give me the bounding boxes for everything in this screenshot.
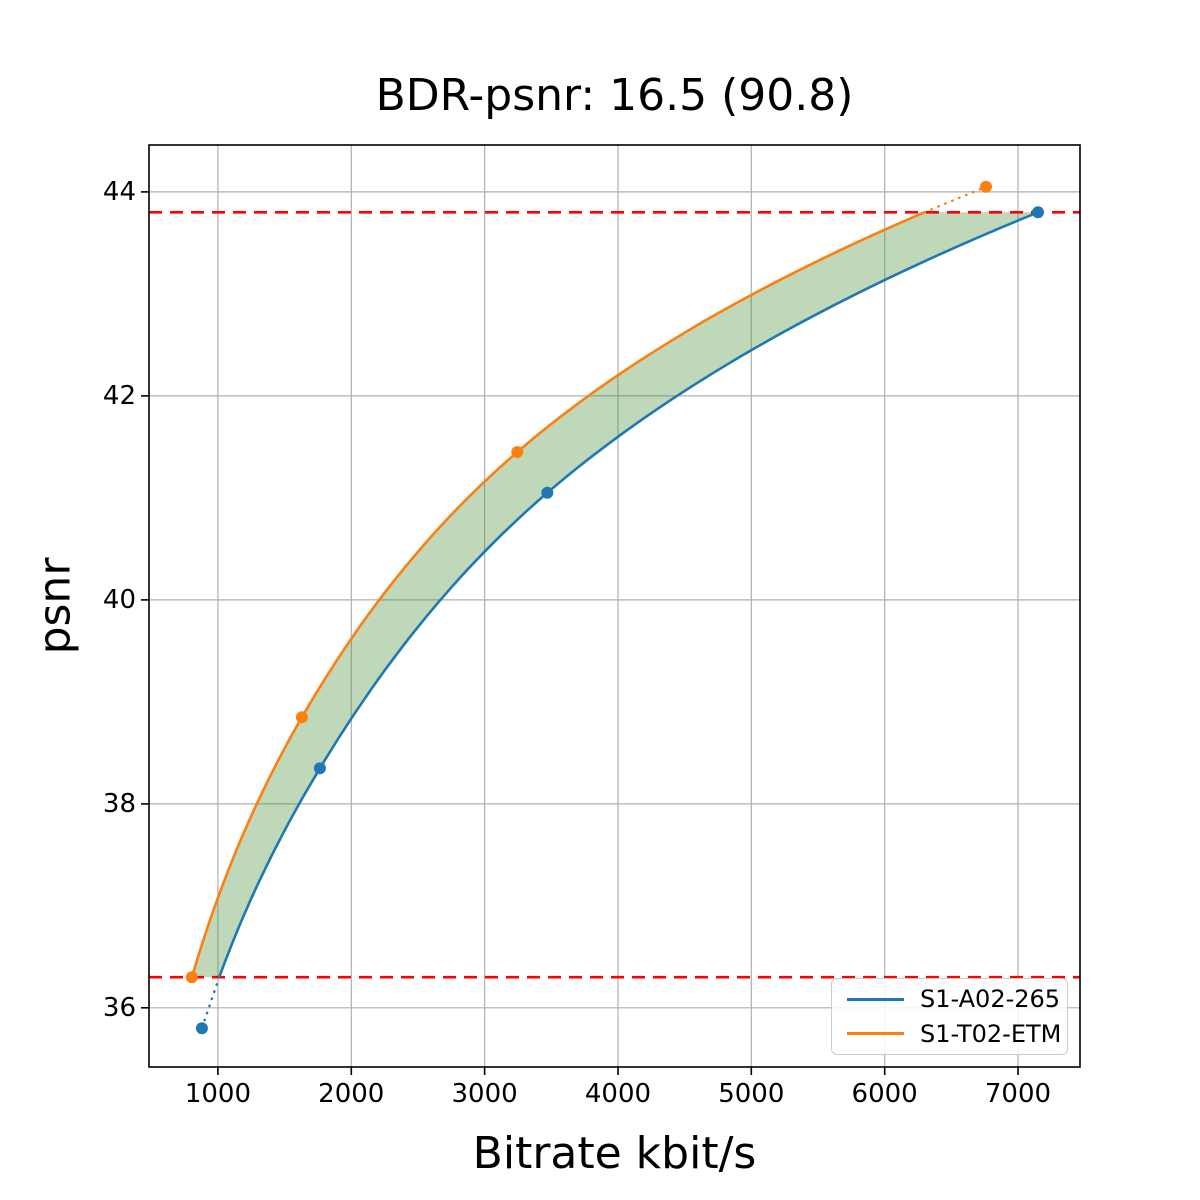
axes-spines bbox=[148, 144, 1081, 1068]
chart-title: BDR-psnr: 16.5 (90.8) bbox=[375, 70, 854, 121]
x-tick-label: 4000 bbox=[584, 1079, 652, 1109]
y-tick-label: 36 bbox=[102, 992, 136, 1023]
x-tick-label: 1000 bbox=[184, 1079, 252, 1109]
x-tick-label: 6000 bbox=[851, 1079, 918, 1109]
data-point-marker-S1-T02-ETM bbox=[185, 971, 198, 984]
legend-item: S1-A02-265 bbox=[847, 985, 1067, 1013]
dotted-extension-line bbox=[923, 185, 988, 214]
x-axis-label: Bitrate kbit/s bbox=[472, 1128, 757, 1179]
y-tick-label: 42 bbox=[102, 380, 136, 411]
dotted-extension-line bbox=[200, 976, 221, 1030]
data-point-marker-S1-A02-265 bbox=[195, 1022, 208, 1035]
bd-rate-fill-region bbox=[191, 212, 1038, 978]
curve-S1-A02-265 bbox=[217, 211, 1039, 978]
x-tick-label: 3000 bbox=[451, 1079, 518, 1109]
x-tick-label: 5000 bbox=[718, 1079, 785, 1109]
data-point-marker-S1-A02-265 bbox=[541, 486, 554, 499]
legend-label-series-2: S1-T02-ETM bbox=[920, 1019, 1062, 1048]
x-tick-label: 7000 bbox=[984, 1079, 1052, 1109]
data-point-marker-S1-T02-ETM bbox=[980, 180, 992, 193]
data-point-marker-S1-A02-265 bbox=[313, 762, 326, 775]
x-tick-label: 2000 bbox=[318, 1079, 385, 1109]
legend-line-sample-series-2 bbox=[847, 1032, 904, 1036]
legend-line-sample-series-1 bbox=[847, 997, 904, 1001]
y-tick-label: 40 bbox=[102, 584, 136, 615]
data-point-marker-S1-T02-ETM bbox=[511, 446, 524, 458]
y-tick-label: 44 bbox=[102, 176, 136, 207]
legend: S1-A02-265 S1-T02-ETM bbox=[831, 978, 1068, 1055]
legend-item: S1-T02-ETM bbox=[847, 1020, 1067, 1048]
y-tick-label: 38 bbox=[102, 788, 136, 819]
legend-label-series-1: S1-A02-265 bbox=[920, 985, 1061, 1014]
data-point-marker-S1-T02-ETM bbox=[295, 711, 308, 724]
data-point-marker-S1-A02-265 bbox=[1032, 206, 1044, 219]
curve-S1-T02-ETM bbox=[190, 211, 925, 978]
